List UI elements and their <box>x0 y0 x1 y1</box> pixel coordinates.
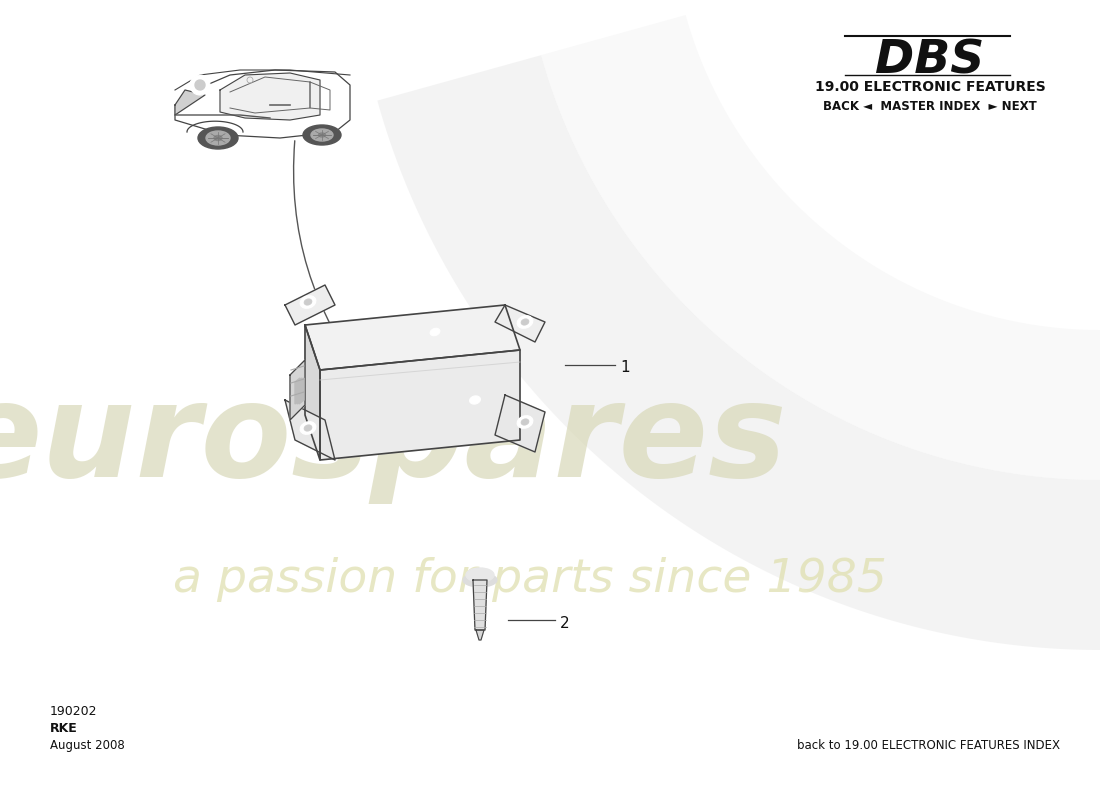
Ellipse shape <box>302 125 341 145</box>
Polygon shape <box>476 630 484 640</box>
Polygon shape <box>290 360 305 420</box>
Polygon shape <box>285 285 336 325</box>
Polygon shape <box>495 395 544 452</box>
Text: BACK ◄  MASTER INDEX  ► NEXT: BACK ◄ MASTER INDEX ► NEXT <box>823 100 1037 113</box>
Text: eurospares: eurospares <box>0 377 788 503</box>
Polygon shape <box>285 400 336 460</box>
Text: August 2008: August 2008 <box>50 739 124 752</box>
Polygon shape <box>320 350 520 460</box>
Polygon shape <box>220 73 320 120</box>
Ellipse shape <box>206 131 230 145</box>
Circle shape <box>195 80 205 90</box>
PathPatch shape <box>541 15 1100 480</box>
Text: 1: 1 <box>620 361 629 375</box>
Ellipse shape <box>463 573 497 587</box>
Polygon shape <box>295 378 300 404</box>
Ellipse shape <box>521 419 529 425</box>
Polygon shape <box>187 122 243 132</box>
Polygon shape <box>175 70 350 138</box>
PathPatch shape <box>377 55 1100 650</box>
Ellipse shape <box>300 296 316 308</box>
Polygon shape <box>175 90 205 115</box>
Ellipse shape <box>311 129 333 141</box>
Ellipse shape <box>470 396 481 404</box>
Polygon shape <box>299 378 304 404</box>
Ellipse shape <box>304 425 312 431</box>
Text: RKE: RKE <box>50 722 78 735</box>
Circle shape <box>190 75 210 95</box>
Text: back to 19.00 ELECTRONIC FEATURES INDEX: back to 19.00 ELECTRONIC FEATURES INDEX <box>798 739 1060 752</box>
Ellipse shape <box>198 127 238 149</box>
Ellipse shape <box>517 416 532 428</box>
Polygon shape <box>305 305 520 370</box>
Polygon shape <box>305 325 320 460</box>
Text: 2: 2 <box>560 615 570 630</box>
Ellipse shape <box>521 319 529 325</box>
Ellipse shape <box>430 328 440 336</box>
Text: 190202: 190202 <box>50 705 98 718</box>
Ellipse shape <box>300 422 316 434</box>
Text: a passion for parts since 1985: a passion for parts since 1985 <box>173 558 887 602</box>
Ellipse shape <box>304 299 312 305</box>
Ellipse shape <box>214 135 222 141</box>
Text: 19.00 ELECTRONIC FEATURES: 19.00 ELECTRONIC FEATURES <box>815 80 1045 94</box>
Polygon shape <box>473 580 487 630</box>
Ellipse shape <box>466 568 494 582</box>
Ellipse shape <box>517 316 532 328</box>
Polygon shape <box>495 305 544 342</box>
Ellipse shape <box>319 133 326 137</box>
Text: DBS: DBS <box>876 38 984 83</box>
Polygon shape <box>297 378 302 404</box>
